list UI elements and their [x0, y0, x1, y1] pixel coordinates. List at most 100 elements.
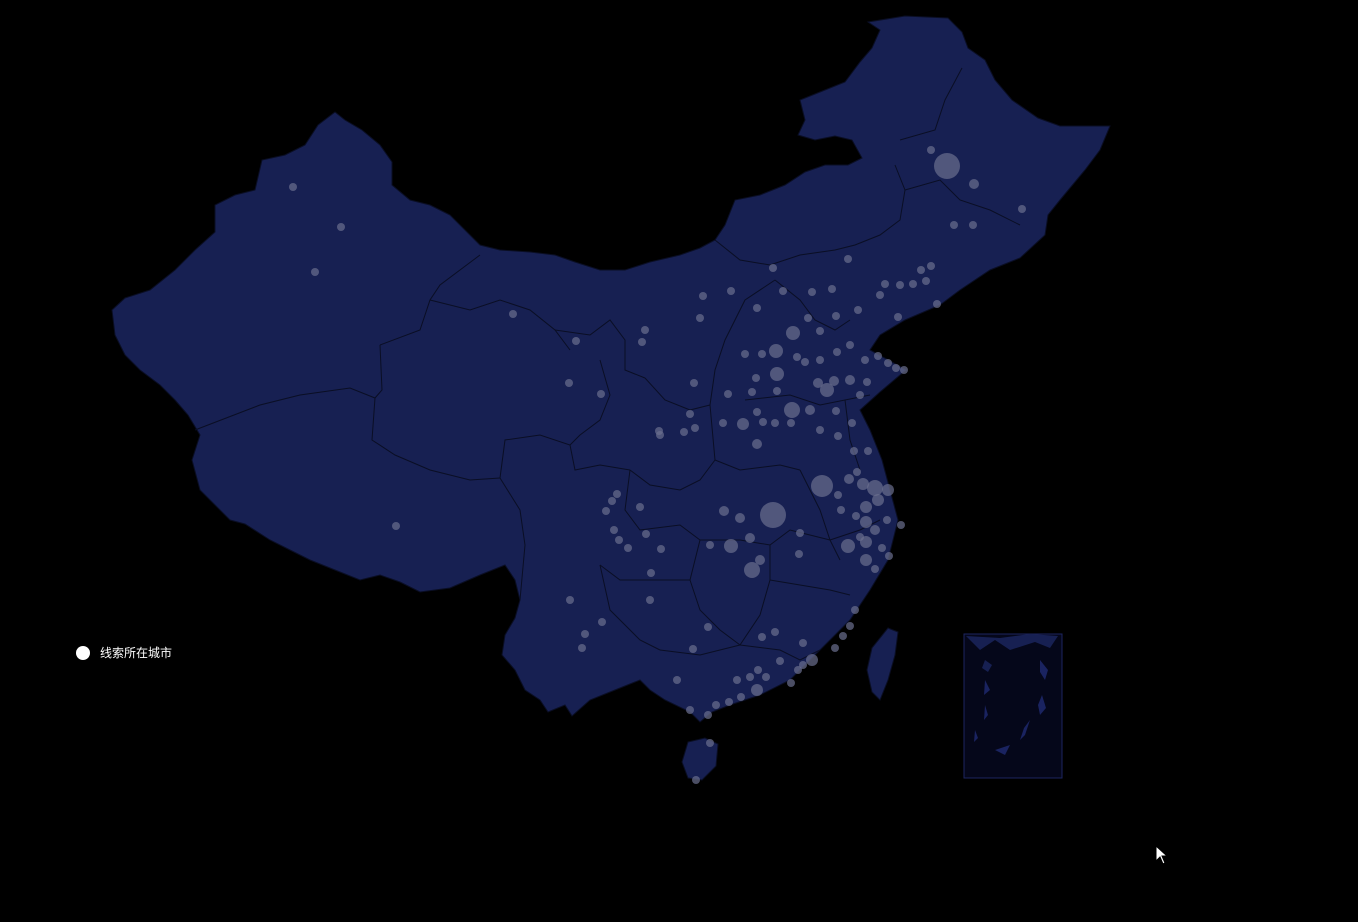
city-point[interactable] — [851, 606, 859, 614]
city-point[interactable] — [808, 288, 816, 296]
city-point[interactable] — [784, 402, 800, 418]
city-point[interactable] — [867, 480, 883, 496]
city-point[interactable] — [933, 300, 941, 308]
city-point[interactable] — [828, 285, 836, 293]
city-point[interactable] — [706, 541, 714, 549]
city-point[interactable] — [680, 428, 688, 436]
city-point[interactable] — [673, 676, 681, 684]
city-point[interactable] — [686, 706, 694, 714]
mainland-china-shape[interactable] — [111, 15, 1111, 723]
city-point[interactable] — [706, 739, 714, 747]
city-point[interactable] — [615, 536, 623, 544]
city-point[interactable] — [724, 539, 738, 553]
city-point[interactable] — [884, 359, 892, 367]
city-point[interactable] — [699, 292, 707, 300]
city-point[interactable] — [689, 645, 697, 653]
city-point[interactable] — [608, 497, 616, 505]
hainan-shape[interactable] — [681, 737, 719, 781]
city-point[interactable] — [878, 544, 886, 552]
city-point[interactable] — [896, 281, 904, 289]
city-point[interactable] — [613, 490, 621, 498]
taiwan-shape[interactable] — [866, 627, 899, 701]
city-point[interactable] — [857, 478, 869, 490]
city-point[interactable] — [753, 408, 761, 416]
city-point[interactable] — [882, 484, 894, 496]
city-point[interactable] — [816, 426, 824, 434]
city-point[interactable] — [748, 388, 756, 396]
city-point[interactable] — [969, 221, 977, 229]
city-point[interactable] — [744, 562, 760, 578]
city-point[interactable] — [832, 312, 840, 320]
city-point[interactable] — [804, 314, 812, 322]
city-point[interactable] — [829, 376, 839, 386]
city-point[interactable] — [751, 684, 763, 696]
city-point[interactable] — [846, 622, 854, 630]
city-point[interactable] — [854, 306, 862, 314]
city-point[interactable] — [597, 390, 605, 398]
city-point[interactable] — [909, 280, 917, 288]
city-point[interactable] — [872, 494, 884, 506]
city-point[interactable] — [737, 693, 745, 701]
city-point[interactable] — [871, 565, 879, 573]
city-point[interactable] — [733, 676, 741, 684]
city-point[interactable] — [816, 327, 824, 335]
city-point[interactable] — [860, 536, 872, 548]
city-point[interactable] — [578, 644, 586, 652]
city-point[interactable] — [647, 569, 655, 577]
city-point[interactable] — [922, 277, 930, 285]
city-point[interactable] — [725, 698, 733, 706]
city-point[interactable] — [565, 379, 573, 387]
city-point[interactable] — [864, 447, 872, 455]
city-point[interactable] — [753, 304, 761, 312]
city-point[interactable] — [813, 378, 823, 388]
city-point[interactable] — [832, 407, 840, 415]
city-point[interactable] — [724, 390, 732, 398]
city-point[interactable] — [692, 776, 700, 784]
city-point[interactable] — [696, 314, 704, 322]
city-point[interactable] — [704, 623, 712, 631]
city-point[interactable] — [799, 639, 807, 647]
city-point[interactable] — [760, 502, 786, 528]
city-point[interactable] — [624, 544, 632, 552]
city-point[interactable] — [704, 711, 712, 719]
city-point[interactable] — [752, 439, 762, 449]
city-point[interactable] — [816, 356, 824, 364]
city-point[interactable] — [861, 356, 869, 364]
city-point[interactable] — [863, 378, 871, 386]
city-point[interactable] — [719, 419, 727, 427]
city-point[interactable] — [727, 287, 735, 295]
city-point[interactable] — [311, 268, 319, 276]
city-point[interactable] — [805, 405, 815, 415]
city-point[interactable] — [686, 410, 694, 418]
city-point[interactable] — [289, 183, 297, 191]
city-point[interactable] — [771, 628, 779, 636]
city-point[interactable] — [837, 506, 845, 514]
city-point[interactable] — [771, 419, 779, 427]
city-point[interactable] — [844, 255, 852, 263]
city-point[interactable] — [746, 673, 754, 681]
city-point[interactable] — [337, 223, 345, 231]
city-point[interactable] — [691, 424, 699, 432]
city-point[interactable] — [885, 552, 893, 560]
city-point[interactable] — [769, 344, 783, 358]
city-point[interactable] — [773, 387, 781, 395]
city-point[interactable] — [881, 280, 889, 288]
city-point[interactable] — [794, 666, 802, 674]
city-point[interactable] — [392, 522, 400, 530]
city-point[interactable] — [745, 533, 755, 543]
city-point[interactable] — [900, 366, 908, 374]
city-point[interactable] — [770, 367, 784, 381]
city-point[interactable] — [776, 657, 784, 665]
city-point[interactable] — [799, 661, 807, 669]
city-point[interactable] — [897, 521, 905, 529]
city-point[interactable] — [769, 264, 777, 272]
city-point[interactable] — [969, 179, 979, 189]
city-point[interactable] — [737, 418, 749, 430]
city-point[interactable] — [566, 596, 574, 604]
city-point[interactable] — [779, 287, 787, 295]
city-point[interactable] — [759, 418, 767, 426]
city-point[interactable] — [610, 526, 618, 534]
city-point[interactable] — [786, 326, 800, 340]
city-point[interactable] — [646, 596, 654, 604]
